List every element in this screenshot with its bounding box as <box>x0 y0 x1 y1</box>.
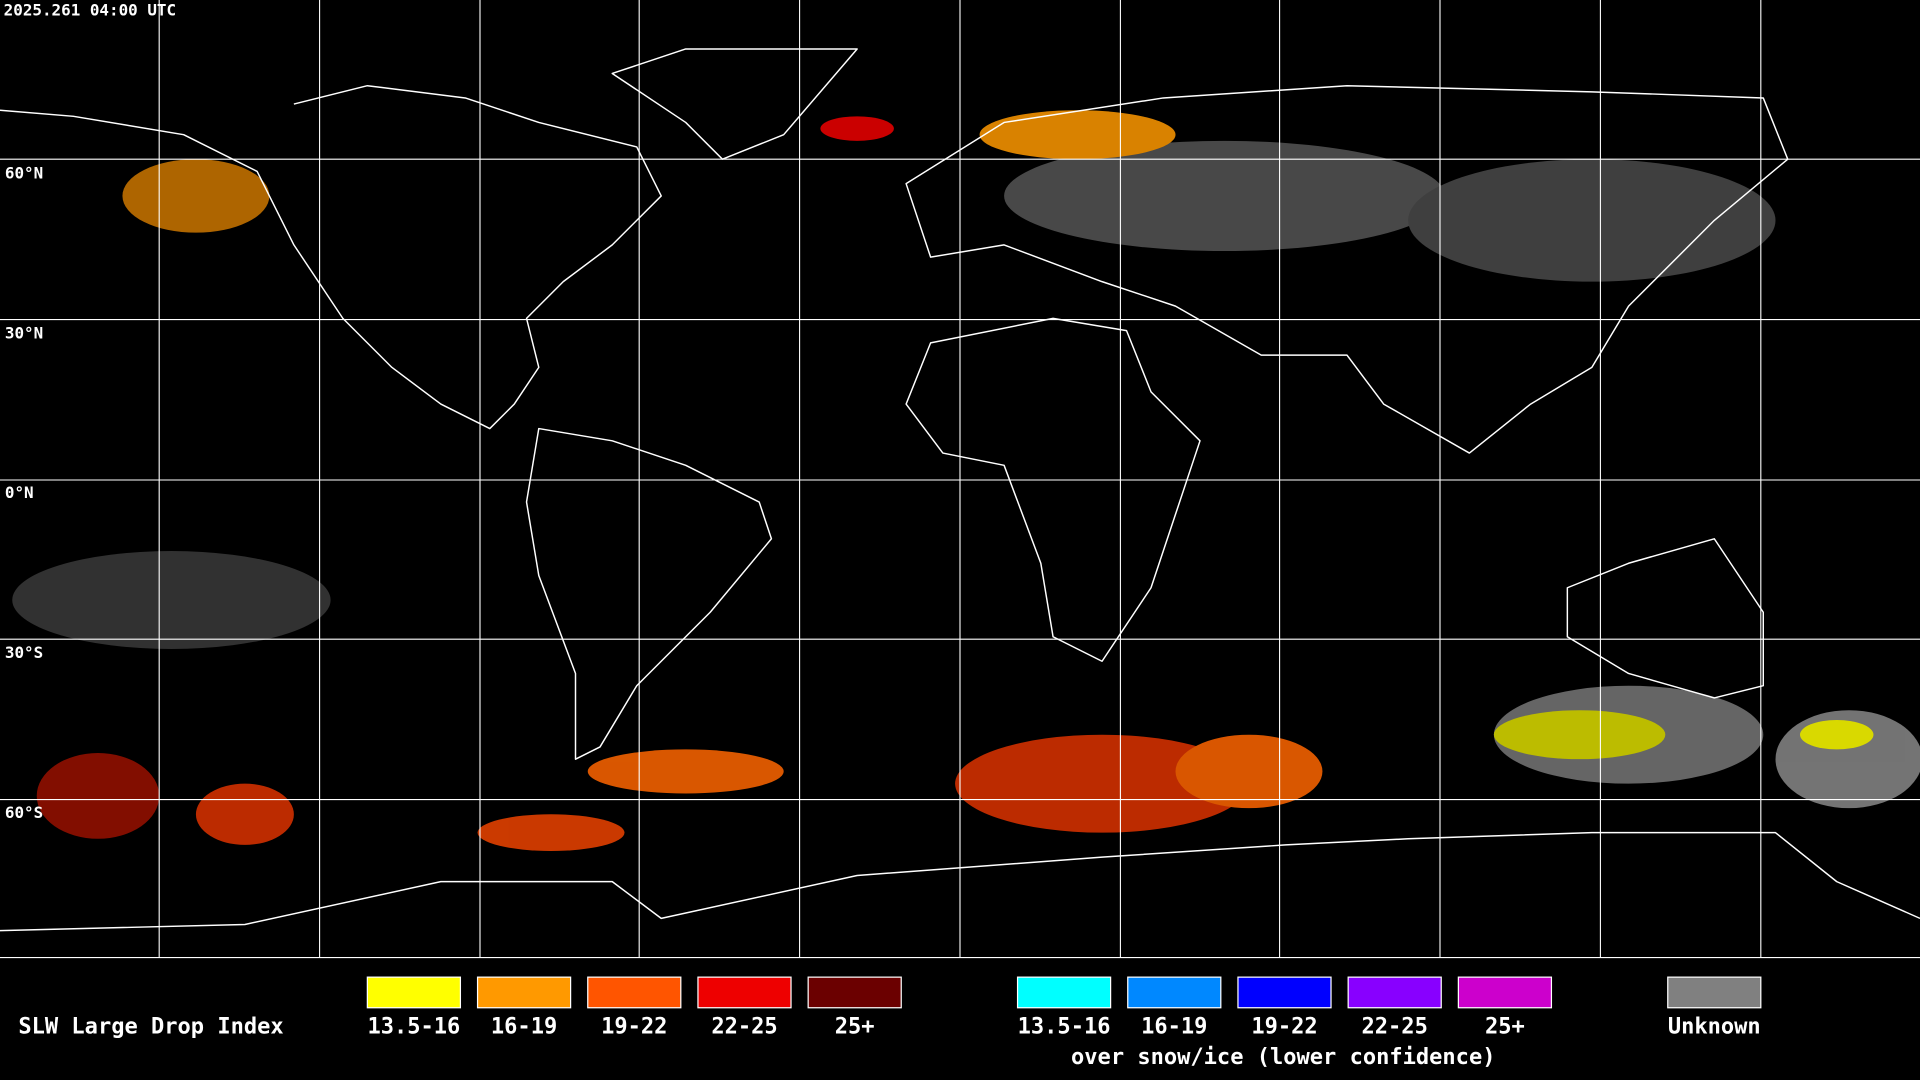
drop-patch <box>1800 720 1874 750</box>
eurasia <box>905 84 1789 454</box>
drop-patch <box>979 110 1176 160</box>
latitude-label: 60°N <box>5 163 43 182</box>
australia <box>1566 538 1764 699</box>
unknown-item-label: Unknown <box>1668 1014 1761 1039</box>
snow-ice-item-swatch <box>1237 976 1332 1009</box>
legend-item-label: 25+ <box>835 1014 875 1039</box>
legend-title: SLW Large Drop Index <box>18 1014 283 1039</box>
snow-ice-item-label: 25+ <box>1485 1014 1525 1039</box>
legend-item-label: 16-19 <box>491 1014 557 1039</box>
legend: 13.5-16 16-19 19-22 22-25 25+ 13.5-16 16-19 19-… <box>366 976 1762 1039</box>
unknown-patch <box>1004 140 1445 252</box>
snow-ice-item-swatch <box>1347 976 1442 1009</box>
drop-patch <box>36 753 160 839</box>
graticule <box>0 0 1920 958</box>
legend-item-swatch <box>697 976 792 1009</box>
latitude-label: 0°N <box>5 483 34 502</box>
south-america <box>525 427 773 760</box>
snow-ice-item-label: 16-19 <box>1141 1014 1207 1039</box>
latitude-label: 60°S <box>5 803 43 822</box>
legend-item-swatch <box>587 976 682 1009</box>
drop-patch <box>1175 734 1323 809</box>
snow-ice-item-swatch <box>1016 976 1112 1009</box>
drop-patch <box>122 159 270 233</box>
unknown-patch <box>12 551 331 649</box>
unknown-item-swatch <box>1667 976 1762 1009</box>
latitude-labels: 60°N 30°N 0°N 30°S 60°S <box>5 163 43 822</box>
drop-patch <box>820 116 894 141</box>
legend-item-swatch <box>366 976 462 1009</box>
north-america <box>0 84 662 430</box>
drop-patch <box>477 814 625 852</box>
legend-item-label: 22-25 <box>711 1014 777 1039</box>
snow-ice-caption: over snow/ice (lower confidence) <box>1071 1045 1495 1070</box>
legend-item-swatch <box>807 976 902 1009</box>
coastlines <box>0 48 1920 932</box>
snow-ice-item-label: 19-22 <box>1251 1014 1317 1039</box>
unknown-patch <box>1408 159 1776 282</box>
legend-item-label: 19-22 <box>601 1014 667 1039</box>
drop-patch <box>1493 710 1666 760</box>
snow-ice-item-swatch <box>1127 976 1222 1009</box>
legend-item-label: 13.5-16 <box>367 1014 460 1039</box>
drop-patch <box>587 749 784 794</box>
drop-patch <box>195 783 294 845</box>
latitude-label: 30°N <box>5 323 43 342</box>
weather-patches <box>12 110 1920 852</box>
latitude-label: 30°S <box>5 643 43 662</box>
greenland <box>611 48 858 160</box>
antarctica <box>0 831 1920 932</box>
drop-patch <box>955 734 1249 833</box>
snow-ice-item-swatch <box>1457 976 1553 1009</box>
snow-ice-item-label: 22-25 <box>1362 1014 1428 1039</box>
africa <box>905 317 1201 662</box>
legend-item-swatch <box>476 976 572 1009</box>
timestamp: 2025.261 04:00 UTC <box>4 1 176 20</box>
snow-ice-item-label: 13.5-16 <box>1018 1014 1111 1039</box>
